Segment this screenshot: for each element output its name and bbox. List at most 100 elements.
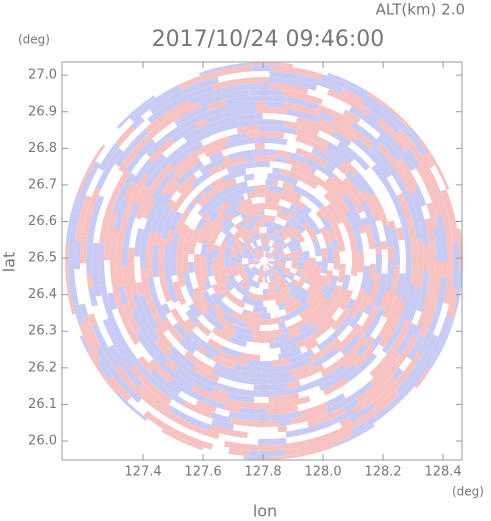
echo-cell xyxy=(280,168,305,182)
echo-cell xyxy=(115,243,125,287)
echo-cell xyxy=(419,221,430,247)
echo-cell xyxy=(263,244,268,252)
echo-cell xyxy=(180,156,201,174)
y-tick-label: 26.8 xyxy=(28,141,57,156)
echo-cell xyxy=(137,398,165,421)
echo-cell xyxy=(217,292,226,301)
echo-cell xyxy=(188,262,195,270)
echo-cell xyxy=(74,241,81,270)
echo-cell xyxy=(210,120,243,135)
echo-cell xyxy=(394,298,407,321)
echo-cell xyxy=(297,385,321,399)
echo-cell xyxy=(244,222,256,232)
echo-cell xyxy=(206,287,216,296)
echo-cell xyxy=(267,259,274,262)
echo-cell xyxy=(324,161,336,173)
echo-cell xyxy=(94,286,102,297)
echo-cell xyxy=(246,190,265,199)
echo-cell xyxy=(345,125,375,150)
echo-cell xyxy=(78,323,102,362)
echo-cell xyxy=(268,275,274,282)
echo-cell xyxy=(263,265,265,272)
echo-cell xyxy=(176,174,189,186)
echo-cell xyxy=(164,137,176,148)
echo-cell xyxy=(266,254,272,259)
echo-cell xyxy=(268,392,300,403)
echo-cell xyxy=(241,257,249,264)
echo-cell xyxy=(65,241,69,273)
echo-cell xyxy=(274,332,291,343)
echo-cell xyxy=(245,155,255,163)
echo-cell xyxy=(208,192,222,205)
echo-cell xyxy=(193,169,203,179)
echo-cell xyxy=(248,286,258,295)
echo-cell xyxy=(299,274,308,284)
echo-cell xyxy=(314,247,322,257)
echo-cell xyxy=(448,288,458,310)
echo-cell xyxy=(289,271,296,276)
echo-cell xyxy=(369,347,397,378)
echo-cell xyxy=(161,118,195,143)
echo-cell xyxy=(229,287,241,299)
echo-cell xyxy=(312,422,342,438)
echo-cell xyxy=(270,328,284,337)
echo-cell xyxy=(128,217,141,248)
y-tick-label: 26.5 xyxy=(28,251,57,266)
echo-cell xyxy=(409,192,426,224)
echo-cell xyxy=(345,381,374,405)
echo-cell xyxy=(211,302,226,317)
echo-cell xyxy=(339,417,353,428)
echo-cell xyxy=(337,324,354,343)
echo-cell xyxy=(276,230,285,239)
echo-cell xyxy=(356,343,369,357)
echo-cell xyxy=(327,228,337,241)
echo-cell xyxy=(305,157,336,180)
echo-cell xyxy=(244,161,271,169)
echo-cell xyxy=(238,225,248,235)
echo-cell xyxy=(370,145,401,181)
echo-cell xyxy=(273,255,280,260)
echo-cell xyxy=(373,386,420,429)
echo-cell xyxy=(115,125,135,147)
echo-cell xyxy=(286,240,296,251)
echo-cell xyxy=(249,253,256,258)
echo-cell xyxy=(137,355,154,373)
echo-cell xyxy=(388,129,409,152)
echo-cell xyxy=(209,424,248,439)
echo-cell xyxy=(149,376,185,406)
echo-cell xyxy=(270,274,276,281)
echo-cell xyxy=(350,272,364,301)
echo-cell xyxy=(371,164,395,195)
echo-cell xyxy=(395,369,418,395)
echo-cell xyxy=(175,367,196,384)
echo-cell xyxy=(309,257,317,270)
echo-cell xyxy=(443,275,454,305)
echo-cell xyxy=(266,245,272,253)
echo-cell xyxy=(148,143,169,163)
echo-cell xyxy=(145,294,159,318)
echo-cell xyxy=(239,272,247,278)
echo-cell xyxy=(268,233,272,240)
echo-cell xyxy=(369,192,389,226)
echo-cell xyxy=(193,372,225,391)
echo-cell xyxy=(250,242,256,249)
echo-cell xyxy=(285,436,341,456)
echo-cell xyxy=(270,308,287,319)
echo-cell xyxy=(98,142,121,171)
echo-cell xyxy=(235,258,243,263)
echo-cell xyxy=(354,171,375,196)
echo-cell xyxy=(213,168,229,180)
echo-cell xyxy=(232,242,241,252)
echo-cell xyxy=(285,293,292,300)
echo-cell xyxy=(131,309,145,329)
echo-cell xyxy=(222,278,230,285)
echo-cell xyxy=(251,233,260,242)
echo-cell xyxy=(74,269,85,305)
echo-cell xyxy=(296,249,304,255)
echo-cell xyxy=(373,273,388,308)
echo-cell xyxy=(127,380,170,418)
echo-cell xyxy=(218,135,231,145)
echo-cell xyxy=(254,155,270,162)
echo-cell xyxy=(396,129,429,170)
echo-cell xyxy=(345,314,354,323)
